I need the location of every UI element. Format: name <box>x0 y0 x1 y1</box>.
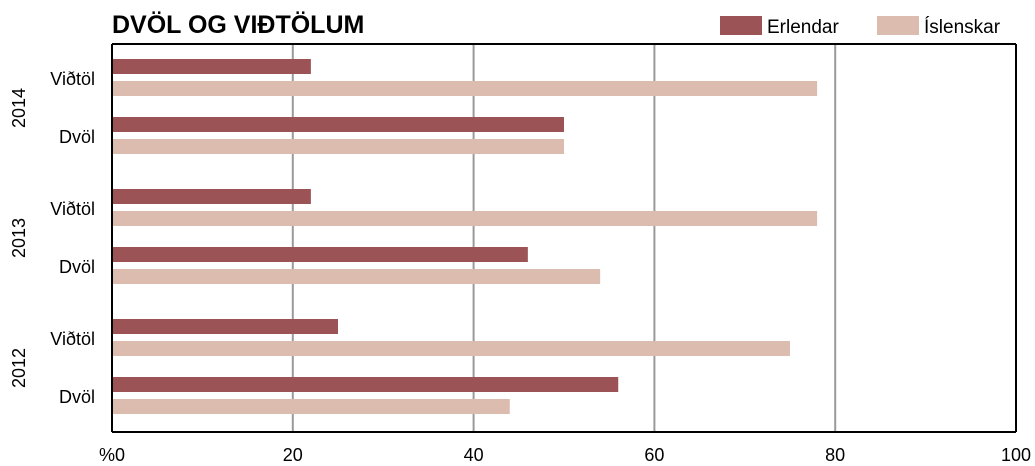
axes <box>111 43 1017 433</box>
x-tick-label-0: %0 <box>99 445 125 465</box>
bar-2012-dvol-erlendar <box>112 377 619 392</box>
legend: Erlendar Íslenskar <box>720 16 1001 38</box>
bars <box>112 59 818 414</box>
grid-lines <box>291 44 837 432</box>
bar-2012-dvol-islenskar <box>112 399 510 414</box>
category-label: Viðtöl <box>50 69 95 89</box>
category-label: Viðtöl <box>50 329 95 349</box>
category-label: Dvöl <box>59 127 95 147</box>
x-tick-label-40: 40 <box>464 445 484 465</box>
year-label-2012: 2012 <box>9 348 29 388</box>
legend-label-erlendar: Erlendar <box>767 17 839 38</box>
bar-2012-vidtol-erlendar <box>112 319 338 334</box>
bar-2014-dvol-erlendar <box>112 117 564 132</box>
x-tick-label-60: 60 <box>644 445 664 465</box>
category-label: Dvöl <box>59 387 95 407</box>
category-label: Viðtöl <box>50 199 95 219</box>
legend-swatch-islenskar <box>877 16 919 35</box>
x-tick-label-80: 80 <box>825 445 845 465</box>
labels: Viðtöl Dvöl 2014 Viðtöl Dvöl 2013 Viðtöl Dvöl 20… <box>9 69 1031 465</box>
chart-title: DVÖL OG VIÐTÖLUM <box>112 10 364 39</box>
bar-2013-dvol-erlendar <box>112 247 528 262</box>
bar-2014-vidtol-islenskar <box>112 81 818 96</box>
bar-2013-vidtol-erlendar <box>112 189 311 204</box>
bar-2013-dvol-islenskar <box>112 269 601 284</box>
legend-swatch-erlendar <box>720 16 762 35</box>
year-label-2014: 2014 <box>9 88 29 128</box>
bar-2014-dvol-islenskar <box>112 139 564 154</box>
bar-2014-vidtol-erlendar <box>112 59 311 74</box>
x-tick-label-20: 20 <box>283 445 303 465</box>
x-tick-label-100: 100 <box>1001 445 1031 465</box>
bar-2013-vidtol-islenskar <box>112 211 818 226</box>
category-label: Dvöl <box>59 257 95 277</box>
legend-label-islenskar: Íslenskar <box>924 17 1001 38</box>
year-label-2013: 2013 <box>9 218 29 258</box>
bar-2012-vidtol-islenskar <box>112 341 790 356</box>
